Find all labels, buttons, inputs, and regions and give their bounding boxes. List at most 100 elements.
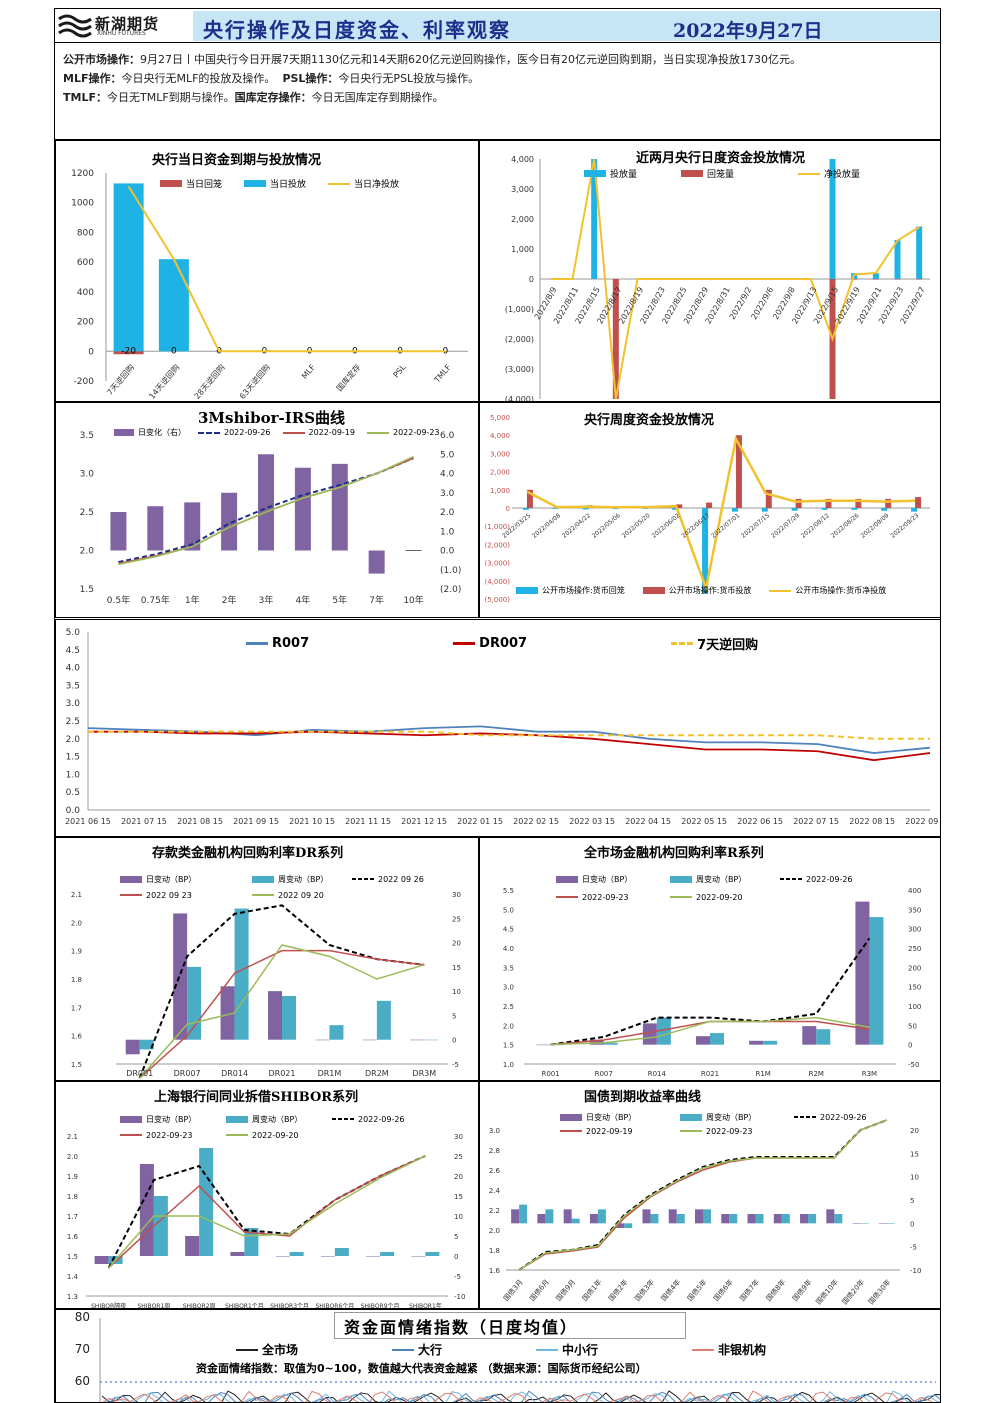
y-tick-label: 70 [75, 1342, 90, 1356]
bar-returned [522, 508, 529, 510]
bar-weekly-change [710, 1033, 724, 1045]
y-tick-label: 3.0 [66, 699, 81, 709]
bar-weekly-change [755, 1214, 764, 1224]
y-tick-label: 1.7 [67, 1213, 78, 1221]
y2-tick-label: (2.0) [440, 585, 461, 595]
bar-weekly-change [424, 1039, 439, 1041]
y-tick-label: 1.4 [67, 1273, 79, 1281]
irs-curve-line [118, 455, 414, 566]
legend-label: 2022-09-23 [393, 428, 440, 437]
y-tick-label: 5.0 [66, 628, 81, 638]
y-tick-label: 5.5 [503, 887, 514, 895]
bar-injected [894, 240, 901, 279]
y-tick-label: 3.5 [66, 681, 80, 691]
legend-label: 公开市场操作:货币净投放 [795, 586, 887, 595]
y-tick-label: 4,000 [490, 432, 510, 440]
x-tick-label: R007 [595, 1070, 613, 1078]
y2-tick-label: 6.0 [440, 431, 455, 441]
legend-line [453, 642, 476, 645]
chart-svg-two-month: 4,000 3,000 2,000 1,000 0 (1,000) (2,000) (3,00… [505, 155, 930, 401]
bar-returned [872, 279, 879, 280]
chart-panel-treasury-yield: 国债到期收益率曲线 3.0 2.8 2.6 2.4 2.2 2.0 1.8 1.6 20 15 10… [479, 1081, 940, 1309]
legend-label: 2022-09-23 [582, 893, 629, 902]
legend-swatch [681, 170, 704, 177]
bar-weekly-change [624, 1223, 633, 1228]
x-tick-label: 0.5年 [107, 594, 130, 606]
y-tick-label: 2.0 [67, 1153, 78, 1161]
y-tick-label: 2.8 [489, 1147, 500, 1155]
x-tick-label: R1M [755, 1070, 770, 1078]
y-tick-label: 2.2 [489, 1207, 500, 1215]
bar-weekly-change [139, 1039, 154, 1050]
bar-weekly-change [860, 1223, 869, 1224]
x-tick-label: 1年 [185, 594, 200, 606]
legend-label: 投放量 [610, 170, 638, 180]
omo-label: 公开市场操作： [63, 53, 140, 66]
y-tick-label: 3.0 [80, 470, 95, 480]
yield-curve-line [139, 949, 425, 1079]
y-tick-label: 0.0 [66, 806, 81, 816]
bar-daily-change [275, 1256, 290, 1257]
y2-tick-label: -5 [910, 1244, 917, 1252]
x-tick-label: 2022/07/15 [740, 512, 771, 540]
bar-returned [851, 279, 858, 280]
y-tick-label: 4.0 [503, 945, 514, 953]
bar-weekly-change [519, 1204, 528, 1224]
legend-label: 日变动（BP） [582, 874, 632, 884]
bar-daily-change [642, 1209, 651, 1224]
bar-daily-change [589, 1039, 604, 1045]
data-label: 0 [171, 346, 177, 356]
yield-curve-line [518, 1119, 888, 1271]
bar-weekly-change [334, 1248, 349, 1256]
bar-weekly-change [808, 1214, 817, 1224]
chart-panel-daily-ops: 央行当日资金到期与投放情况 当日回笼 当日投放 当日净投放 1200 1000 80… [55, 140, 479, 402]
x-tick-label: 2022 06 15 [737, 817, 783, 826]
bar-daily-change [362, 1039, 377, 1041]
x-tick-label: 国债3年 [633, 1278, 656, 1303]
y-tick-label: 1.5 [71, 1061, 82, 1069]
legend-label: 2022 09 26 [378, 875, 424, 884]
treasury-deposit-label: 国库定存操作： [234, 91, 312, 104]
legend-label: DR007 [479, 636, 528, 651]
chart-panel-r-series: 全市场金融机构回购利率R系列 5.5 5.0 4.5 4.0 3.5 3.0 2.5 2.0 1… [479, 837, 940, 1081]
y2-tick-label: 200 [908, 964, 921, 972]
bar-injected [916, 226, 923, 279]
bar-injected [591, 159, 598, 279]
bar-daily-change [185, 1236, 200, 1256]
y-tick-label: 3.0 [503, 984, 514, 992]
legend-label: 2022-09-19 [586, 1127, 633, 1136]
legend-label: 公开市场操作:货币回笼 [542, 586, 625, 595]
bar-daily-change [721, 1214, 730, 1224]
bar-returned [894, 279, 901, 280]
bar-returned [113, 351, 144, 355]
x-tick-label: 7年 [369, 594, 384, 606]
legend-label: 2022-09-26 [224, 428, 271, 437]
x-tick-label: SHIBOR1个月 [225, 1303, 264, 1309]
logo-english-name: XINHU FUTURES [97, 30, 146, 37]
bar-injected [825, 498, 832, 508]
y2-tick-label: 0 [454, 1253, 458, 1261]
legend-label: R007 [272, 636, 310, 651]
y2-tick-label: 25 [454, 1153, 463, 1161]
legend-line [769, 589, 792, 592]
bar-returned [582, 508, 589, 510]
y-tick-label: 1.0 [66, 770, 81, 780]
bar-returned [552, 508, 559, 509]
y-tick-label: 1200 [71, 169, 94, 179]
x-tick-label: SHIBOR1年 [409, 1302, 442, 1309]
x-tick-label: 2021 07 15 [121, 817, 167, 826]
bar-daily-change [826, 1209, 835, 1224]
bar-weekly-change [545, 1209, 554, 1224]
y2-tick-label: 15 [454, 1193, 463, 1201]
y-tick-label: 400 [77, 288, 94, 298]
x-tick-label: 2022/09/23 [889, 512, 920, 540]
report-date: 2022年9月27日 [673, 20, 823, 42]
bar-weekly-change [703, 1209, 711, 1224]
y2-tick-label: -10 [910, 1267, 921, 1275]
y2-tick-label: -5 [454, 1273, 461, 1281]
y2-tick-label: 10 [454, 1213, 463, 1221]
data-label: -20 [121, 346, 136, 356]
x-tick-label: 10年 [403, 594, 423, 606]
legend-line [536, 1348, 559, 1351]
chart-title: 央行当日资金到期与投放情况 [152, 153, 322, 168]
